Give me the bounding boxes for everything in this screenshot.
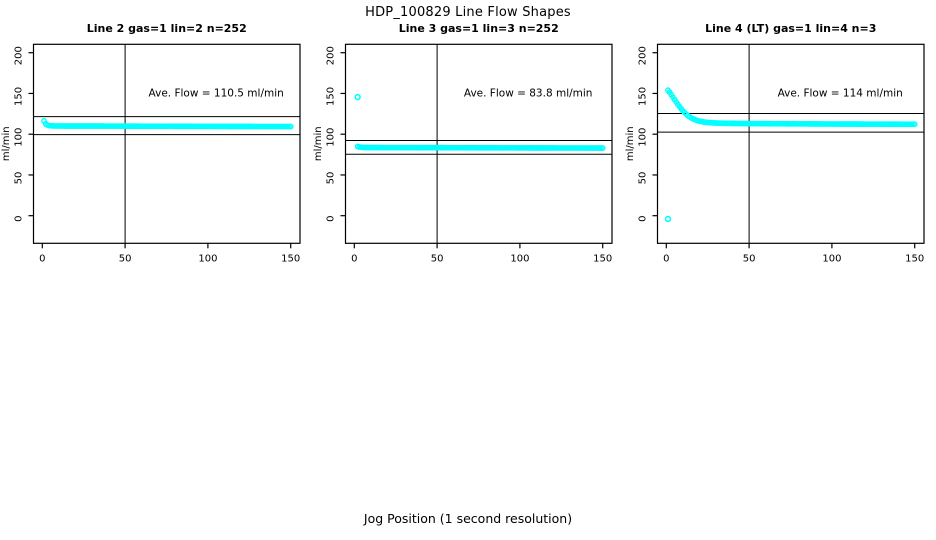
panel-title: Line 2 gas=1 lin=2 n=252 [87,22,247,35]
x-tick-label: 50 [743,253,756,264]
main-title: HDP_100829 Line Flow Shapes [365,5,571,20]
data-point [911,121,918,128]
y-tick-label: 150 [14,87,25,106]
plot-box [32,43,301,244]
outlier-point [664,215,672,223]
x-tick-label: 0 [351,253,357,264]
x-tick-label: 50 [431,253,444,264]
panel-line-4: Line 4 (LT) gas=1 lin=4 n=3 0 50 100 150 0 50 1… [624,0,936,300]
y-tick-label: 100 [14,128,25,147]
y-axis-label: ml/min [625,126,636,161]
y-tick-label: 150 [638,87,649,106]
panel-line-3: Line 3 gas=1 lin=3 n=252 0 50 100 150 0 50 100 1… [312,0,624,300]
x-tick-label: 0 [663,253,669,264]
x-tick-label: 100 [198,253,217,264]
data-point [599,145,606,151]
y-tick-label: 0 [638,216,649,222]
data-points [41,117,294,130]
y-tick-label: 150 [326,87,337,106]
y-tick-label: 100 [326,128,337,147]
ave-flow-annotation: Ave. Flow = 83.8 ml/min [464,88,593,100]
outlier-point [354,93,361,101]
ave-flow-annotation: Ave. Flow = 110.5 ml/min [149,88,284,100]
y-tick-label: 50 [638,172,649,185]
y-tick-label: 50 [326,172,337,185]
y-tick-label: 200 [638,46,649,65]
y-tick-label: 0 [14,216,25,222]
y-axis-label: ml/min [313,126,324,161]
x-tick-label: 150 [593,253,612,264]
x-tick-label: 50 [119,253,132,264]
data-points [354,93,606,151]
x-tick-label: 100 [510,253,529,264]
panel-svg-1: Line 2 gas=1 lin=2 n=252 0 50 100 150 0 50 100 1… [1,22,301,264]
y-axis-label: ml/min [1,126,12,161]
y-tick-label: 200 [326,46,337,65]
x-axis-outer-label: Jog Position (1 second resolution) [363,511,573,526]
y-tick-label: 200 [14,46,25,65]
plot-box [344,43,613,244]
y-tick-label: 100 [638,128,649,147]
panel-title: Line 4 (LT) gas=1 lin=4 n=3 [705,22,876,35]
x-tick-label: 150 [905,253,924,264]
data-point [287,123,294,130]
x-tick-label: 0 [39,253,45,264]
plot-box [656,43,925,244]
y-tick-label: 0 [326,216,337,222]
data-points [664,87,918,223]
x-tick-label: 100 [822,253,841,264]
panel-title: Line 3 gas=1 lin=3 n=252 [399,22,559,35]
panel-svg-3: Line 4 (LT) gas=1 lin=4 n=3 0 50 100 150 0 50 1… [625,22,925,264]
panel-svg-2: Line 3 gas=1 lin=3 n=252 0 50 100 150 0 50 100 1… [313,22,613,264]
y-tick-label: 50 [14,172,25,185]
ave-flow-annotation: Ave. Flow = 114 ml/min [778,88,903,100]
x-tick-label: 150 [281,253,300,264]
panel-line-2: Line 2 gas=1 lin=2 n=252 0 50 100 150 0 50 100 1… [0,0,312,300]
